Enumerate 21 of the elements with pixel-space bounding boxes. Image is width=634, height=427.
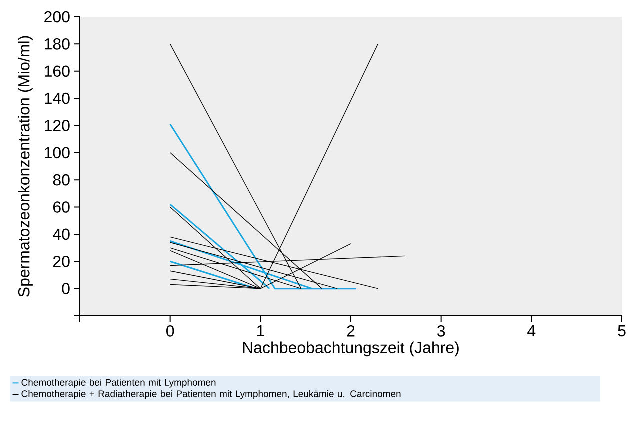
legend-label: Chemotherapie bei Patienten mit Lymphomen xyxy=(22,378,216,388)
x-tick-label: 4 xyxy=(528,326,536,337)
x-tick-label: 0 xyxy=(166,326,174,337)
y-tick-label: 40 xyxy=(53,228,70,240)
y-tick-label: 100 xyxy=(45,147,70,159)
y-tick-label: 0 xyxy=(62,283,70,294)
x-axis-title: Nachbeobachtungszeit (Jahre) xyxy=(243,342,459,357)
y-tick-label: 60 xyxy=(53,202,70,213)
y-tick-label: 80 xyxy=(53,174,70,186)
x-tick-label: 2 xyxy=(347,326,355,337)
y-tick-label: 140 xyxy=(45,92,70,104)
x-tick-label: 3 xyxy=(437,326,446,337)
y-tick-label: 20 xyxy=(53,256,70,268)
x-tick-label: 1 xyxy=(257,326,264,337)
y-tick-label: 200 xyxy=(44,11,70,23)
y-tick-label: 120 xyxy=(45,120,70,132)
y-tick-label: 180 xyxy=(45,38,70,50)
legend-label: Chemotherapie + Radiatherapie bei Patienten mit Lymphomen, Leukämie u. Carcinomen xyxy=(22,390,401,400)
y-tick-label: 160 xyxy=(45,66,70,78)
x-tick-label: 5 xyxy=(618,326,626,337)
y-axis-title: Spermatozeonkonzentration (Mio/ml) xyxy=(18,36,33,297)
